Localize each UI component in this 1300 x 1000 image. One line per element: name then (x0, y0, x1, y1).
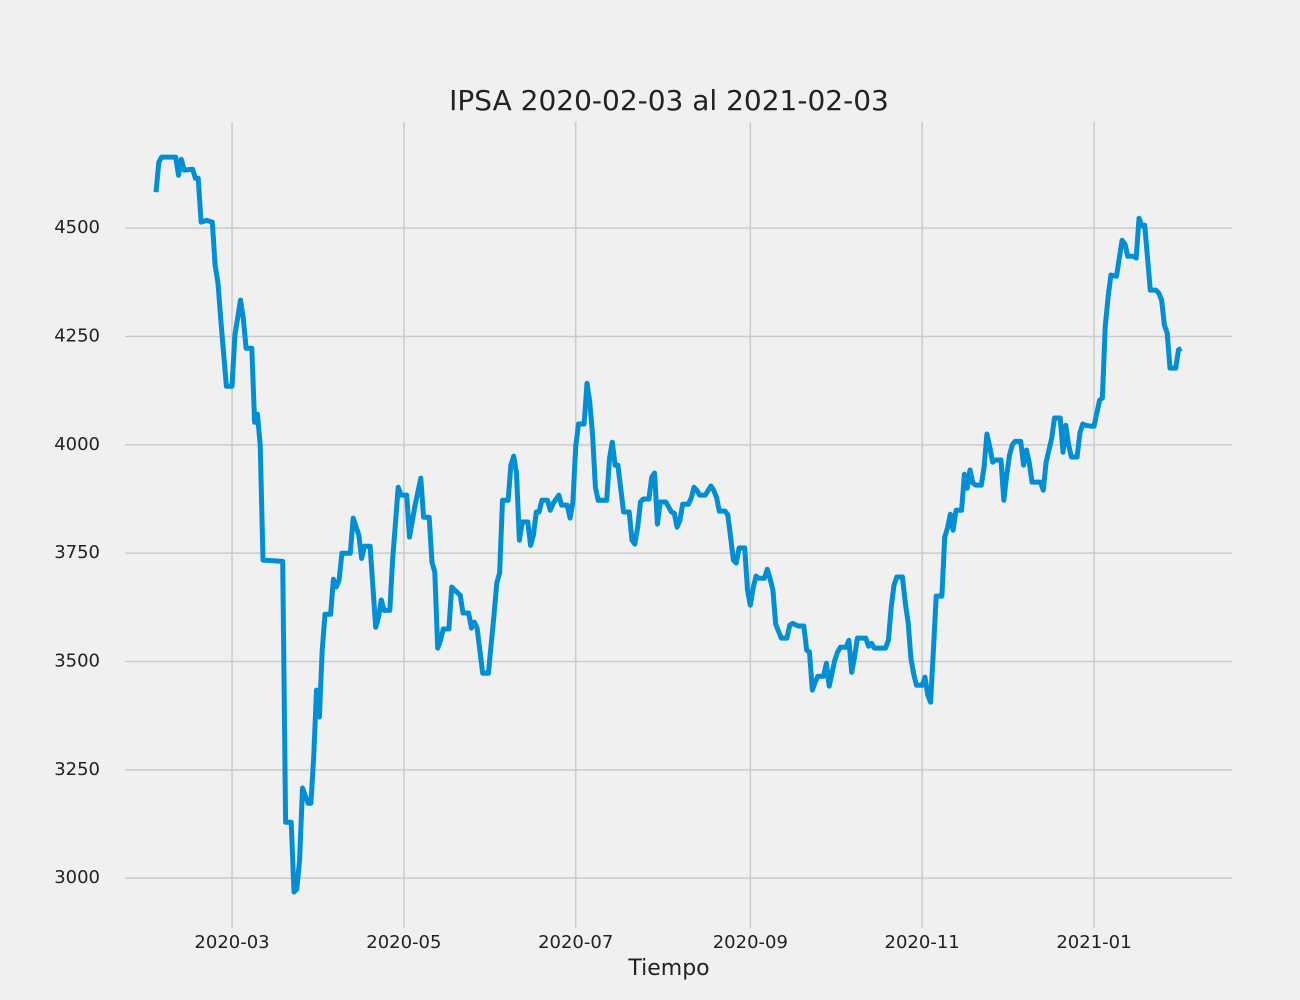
x-axis-label: Tiempo (627, 956, 709, 981)
y-tick-label: 3500 (54, 651, 100, 672)
x-tick-label: 2020-03 (194, 932, 269, 953)
x-tick-label: 2020-05 (366, 932, 441, 953)
y-tick-label: 4250 (54, 326, 100, 347)
y-tick-label: 3250 (54, 759, 100, 780)
x-tick-label: 2020-11 (885, 932, 960, 953)
x-tick-label: 2020-09 (713, 932, 788, 953)
x-tick-label: 2020-07 (538, 932, 613, 953)
y-tick-label: 3750 (54, 542, 100, 563)
x-tick-label: 2021-01 (1056, 932, 1131, 953)
line (153, 154, 1183, 895)
y-tick-label: 4000 (54, 434, 100, 455)
y-tick-label: 4500 (54, 217, 100, 238)
y-tick-label: 3000 (54, 867, 100, 888)
chart-title: IPSA 2020-02-03 al 2021-02-03 (449, 84, 889, 117)
